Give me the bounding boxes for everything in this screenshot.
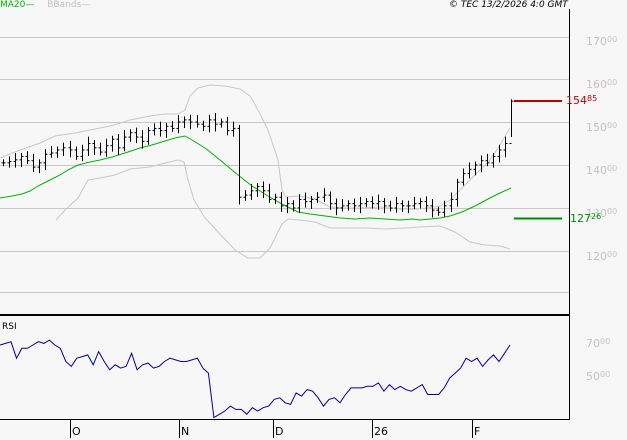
price-axis-label-int: 150 [586, 121, 607, 134]
price-axis-label-int: 120 [586, 250, 607, 263]
price-axis-label-dec: 00 [607, 35, 618, 44]
price-axis-label-dec: 00 [607, 164, 618, 173]
price-gridlines [0, 37, 569, 293]
time-axis-label: F [474, 425, 481, 438]
price-axis-label: 16000 [586, 79, 617, 91]
time-axis-label: N [181, 425, 190, 438]
price-axis-label-dec: 00 [607, 121, 618, 130]
time-axis-label: D [275, 425, 284, 438]
copyright-timestamp: © TEC 13/2/2026 4:0 GMT [449, 0, 568, 10]
price-axis-label-int: 140 [586, 164, 607, 177]
legend-bbands: BBands— [47, 0, 91, 10]
ma20-line [0, 135, 512, 221]
last-price-label: 15485 [566, 95, 597, 107]
rsi-axis-70-dec: 00 [600, 337, 611, 346]
rsi-axis-label-50: 5000 [586, 371, 610, 383]
price-axis-label-dec: 00 [607, 207, 618, 216]
ma20-value-int: 127 [570, 212, 591, 225]
price-axis-label: 15000 [586, 122, 617, 134]
rsi-axis-70-int: 70 [586, 337, 600, 350]
chart-legend: MA20— BBands— [0, 0, 90, 11]
rsi-axis-label-70: 7000 [586, 338, 610, 350]
rsi-line [0, 339, 511, 419]
price-axis-label-dec: 00 [607, 250, 618, 259]
last-price-int: 154 [566, 94, 587, 107]
price-axis-label: 17000 [586, 36, 617, 48]
ma20-value-label: 12726 [570, 213, 601, 225]
bband-lower-line [55, 159, 511, 259]
price-axis-label: 12000 [586, 251, 617, 263]
time-axis-label: 26 [374, 425, 388, 438]
rsi-panel-title: RSI [2, 322, 17, 332]
rsi-axis-50-dec: 00 [600, 370, 611, 379]
price-axis-label-int: 170 [586, 35, 607, 48]
price-axis-label-int: 130 [586, 207, 607, 220]
price-axis-label: 14000 [586, 165, 617, 177]
ohlc-bars [1, 99, 514, 218]
price-axis-label-int: 160 [586, 78, 607, 91]
last-price-dec: 85 [587, 94, 598, 103]
legend-bbands-label: BBands [47, 0, 82, 10]
legend-ma20-label: MA20 [0, 0, 26, 10]
price-axis-label-dec: 00 [607, 78, 618, 87]
legend-ma20: MA20— [0, 0, 35, 10]
time-axis-ticks [70, 420, 473, 438]
time-axis-label: O [72, 425, 81, 438]
bband-upper-line [0, 84, 511, 210]
price-axis-label: 13000 [586, 208, 617, 220]
ma20-value-dec: 26 [591, 212, 602, 221]
rsi-axis-50-int: 50 [586, 370, 600, 383]
